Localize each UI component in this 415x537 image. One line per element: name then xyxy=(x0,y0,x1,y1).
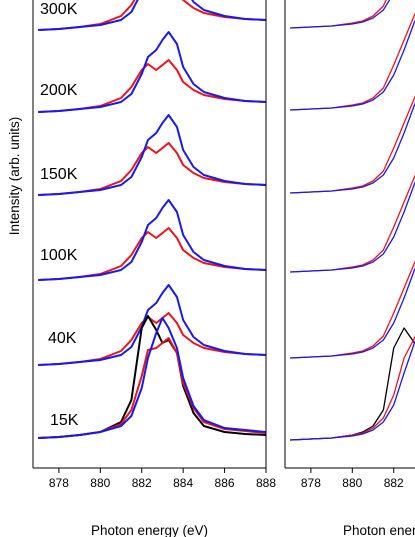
spectrum-line xyxy=(290,340,415,441)
spectrum-line xyxy=(290,267,415,359)
x-tick-label: 880 xyxy=(90,476,110,490)
x-tick-label: 882 xyxy=(384,476,404,490)
spectrum-line xyxy=(290,260,415,359)
spectrum-line xyxy=(290,335,415,441)
spectrum-line xyxy=(38,0,266,31)
spectrum-line xyxy=(38,114,266,196)
spectrum-line xyxy=(290,0,391,29)
spectrum-line xyxy=(290,19,415,111)
spectrum-line xyxy=(38,284,266,366)
x-axis-label: Photon energy (eV) xyxy=(343,523,415,537)
x-tick-label: 878 xyxy=(301,476,321,490)
spectrum-line xyxy=(38,199,266,281)
x-tick-label: 878 xyxy=(49,476,69,490)
spectrum-line xyxy=(38,31,266,113)
temperature-label: 300K xyxy=(40,1,78,18)
temperature-label: 40K xyxy=(48,330,77,347)
spectrum-line xyxy=(290,181,415,273)
x-tick-label: 882 xyxy=(132,476,152,490)
spectrum-line xyxy=(290,95,415,194)
x-tick-label: 886 xyxy=(215,476,235,490)
x-tick-label: 884 xyxy=(173,476,193,490)
temperature-label: 150K xyxy=(40,166,78,183)
y-axis-label: Intensity (arb. units) xyxy=(7,117,22,236)
temperature-label: 200K xyxy=(40,82,78,99)
plot-area xyxy=(290,0,415,441)
x-axis-label: Photon energy (eV) xyxy=(91,523,208,537)
spectrum-line xyxy=(290,174,415,273)
spectrum-line xyxy=(290,12,415,111)
spectrum-line xyxy=(290,102,415,194)
spectrum-line xyxy=(38,317,266,439)
x-tick-label: 888 xyxy=(256,476,276,490)
temperature-label: 100K xyxy=(40,247,78,264)
temperature-label: 15K xyxy=(50,412,79,429)
plot-area xyxy=(38,0,266,439)
x-tick-label: 880 xyxy=(342,476,362,490)
